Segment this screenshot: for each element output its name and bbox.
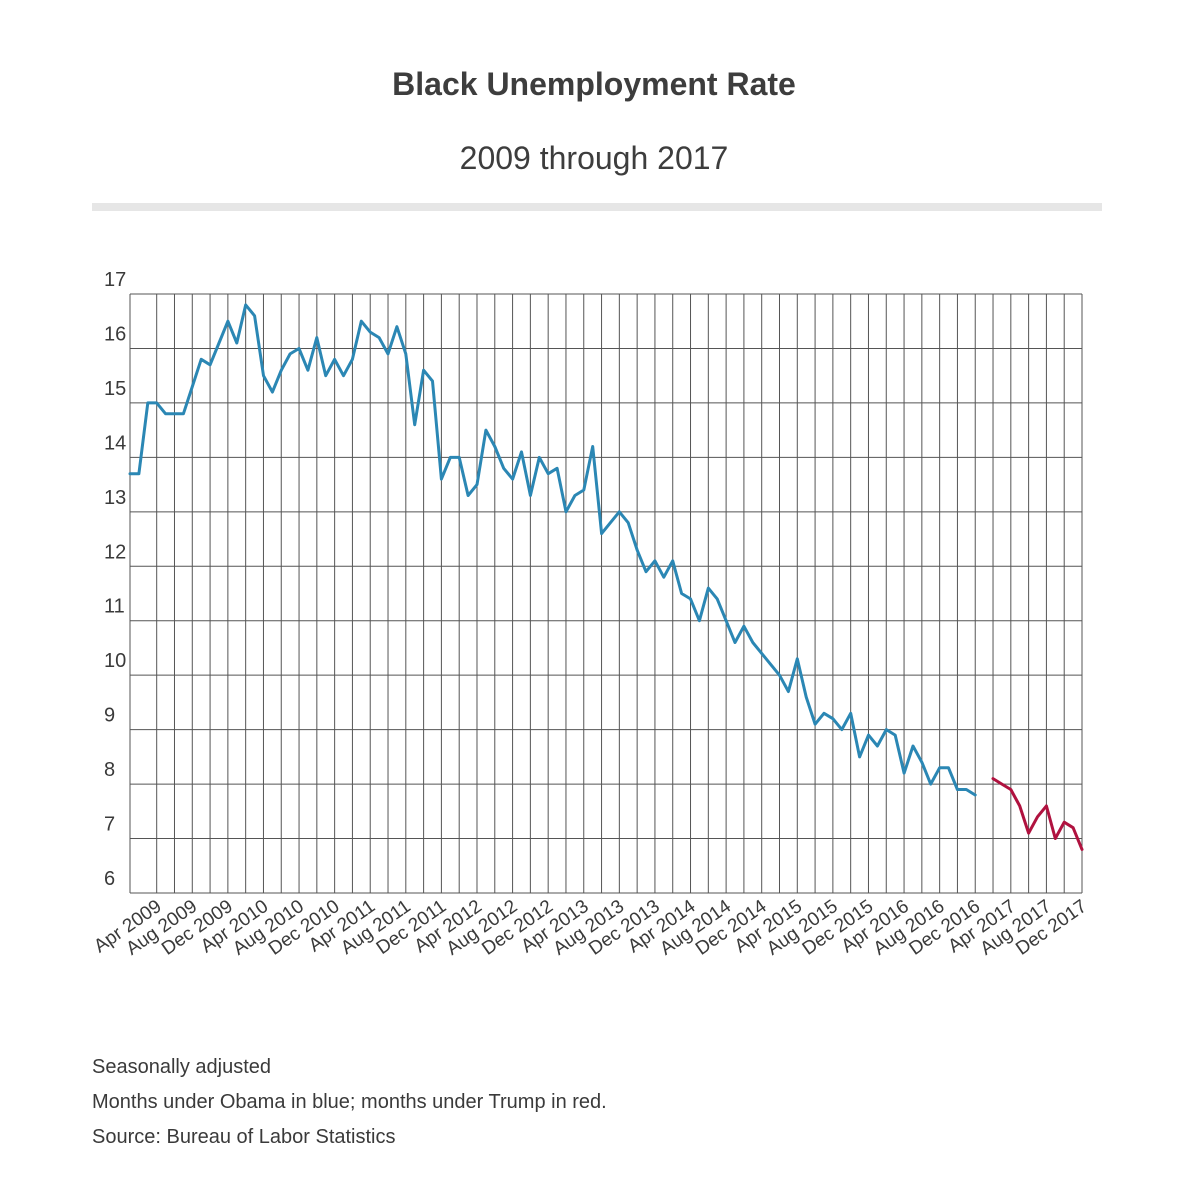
y-tick-label: 10 [104,650,126,672]
y-axis: 6 7 8 9 10 11 12 13 14 15 16 17 [104,269,126,890]
y-tick-label: 8 [104,759,115,781]
y-tick-label: 9 [104,705,115,727]
y-tick-label: 14 [104,432,126,454]
y-tick-label: 16 [104,323,126,345]
note-colors: Months under Obama in blue; months under… [92,1091,607,1113]
y-tick-label: 11 [104,596,125,618]
chart-grid [129,293,1083,894]
y-tick-label: 17 [104,269,126,291]
title-divider [92,203,1102,211]
chart-notes: Seasonally adjusted Months under Obama i… [92,1052,607,1157]
y-tick-label: 12 [104,541,126,563]
chart-series [128,303,1084,851]
note-seasonal: Seasonally adjusted [92,1056,272,1078]
series-line [991,777,1084,851]
series-line [128,303,977,797]
y-tick-label: 13 [104,487,126,509]
note-source: Source: Bureau of Labor Statistics [92,1126,396,1148]
y-tick-label: 15 [104,378,126,400]
y-tick-label: 7 [104,814,115,836]
y-tick-label: 6 [104,868,115,890]
chart-title: Black Unemployment Rate [392,66,796,102]
chart-subtitle: 2009 through 2017 [459,140,729,176]
